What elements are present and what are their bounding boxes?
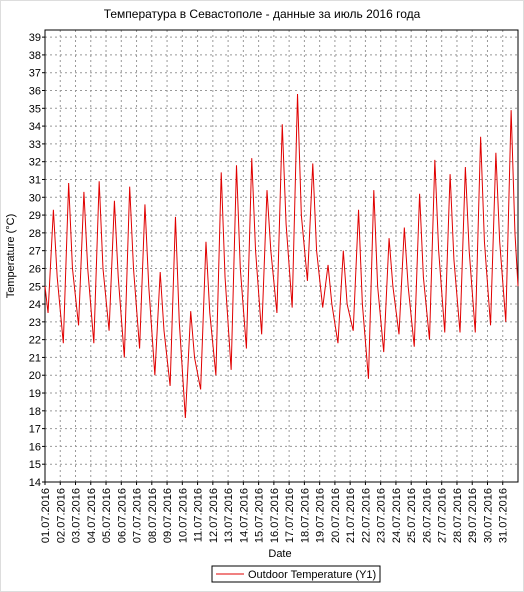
x-tick-label: 19.07.2016 [315,488,327,543]
x-tick-label: 18.07.2016 [299,488,311,543]
x-tick-label: 20.07.2016 [330,488,342,543]
legend [211,565,381,583]
x-tick-label: 21.07.2016 [345,488,357,543]
x-tick-label: 03.07.2016 [71,488,83,543]
y-tick-label: 20 [29,370,41,382]
x-tick-label: 05.07.2016 [101,488,113,543]
x-tick-label: 07.07.2016 [132,488,144,543]
data-line [44,94,519,418]
y-tick-label: 23 [29,317,41,329]
plot-frame [44,29,519,483]
y-tick-label: 34 [29,121,41,133]
y-tick-label: 29 [29,210,41,222]
y-tick-label: 15 [29,459,41,471]
y-tick-label: 26 [29,263,41,275]
x-tick-label: 24.07.2016 [391,488,403,543]
y-tick-label: 32 [29,157,41,169]
x-tick-label: 23.07.2016 [376,488,388,543]
x-tick-label: 17.07.2016 [284,488,296,543]
y-tick-label: 16 [29,441,41,453]
x-tick-label: 30.07.2016 [482,488,494,543]
x-tick-label: 22.07.2016 [360,488,372,543]
legend-label: Outdoor Temperature (Y1) [248,569,376,581]
y-tick-label: 35 [29,103,41,115]
x-tick-label: 10.07.2016 [177,488,189,543]
x-tick-label: 15.07.2016 [254,488,266,543]
y-tick-label: 17 [29,424,41,436]
y-tick-label: 27 [29,246,41,258]
y-tick-label: 31 [29,174,41,186]
x-tick-label: 31.07.2016 [498,488,510,543]
y-tick-label: 33 [29,139,41,151]
y-tick-label: 19 [29,388,41,400]
y-tick-label: 36 [29,86,41,98]
y-tick-label: 25 [29,281,41,293]
x-tick-label: 12.07.2016 [208,488,220,543]
y-tick-label: 28 [29,228,41,240]
x-tick-label: 25.07.2016 [406,488,418,543]
y-axis-label: Temperature (°C) [5,214,17,298]
x-tick-label: 06.07.2016 [116,488,128,543]
y-tick-label: 24 [29,299,41,311]
y-tick-label: 18 [29,406,41,418]
y-tick-label: 30 [29,192,41,204]
x-tick-label: 02.07.2016 [55,488,67,543]
x-tick-label: 11.07.2016 [193,488,205,542]
x-tick-label: 09.07.2016 [162,488,174,543]
x-axis-label: Date [268,548,291,560]
x-tick-label: 14.07.2016 [238,488,250,543]
x-tick-label: 26.07.2016 [421,488,433,543]
y-tick-label: 22 [29,335,41,347]
x-tick-label: 04.07.2016 [86,488,98,543]
x-tick-label: 27.07.2016 [437,488,449,543]
x-tick-label: 13.07.2016 [223,488,235,543]
x-tick-label: 01.07.2016 [40,488,52,543]
x-tick-label: 29.07.2016 [467,488,479,543]
x-tick-label: 16.07.2016 [269,488,281,543]
chart-title: Температура в Севастополе - данные за ию… [104,7,421,21]
y-tick-label: 39 [29,32,41,44]
y-tick-label: 21 [29,352,41,364]
y-tick-label: 14 [29,477,41,489]
y-tick-label: 37 [29,68,41,80]
x-tick-label: 08.07.2016 [147,488,159,543]
y-tick-label: 38 [29,50,41,62]
x-tick-label: 28.07.2016 [452,488,464,543]
